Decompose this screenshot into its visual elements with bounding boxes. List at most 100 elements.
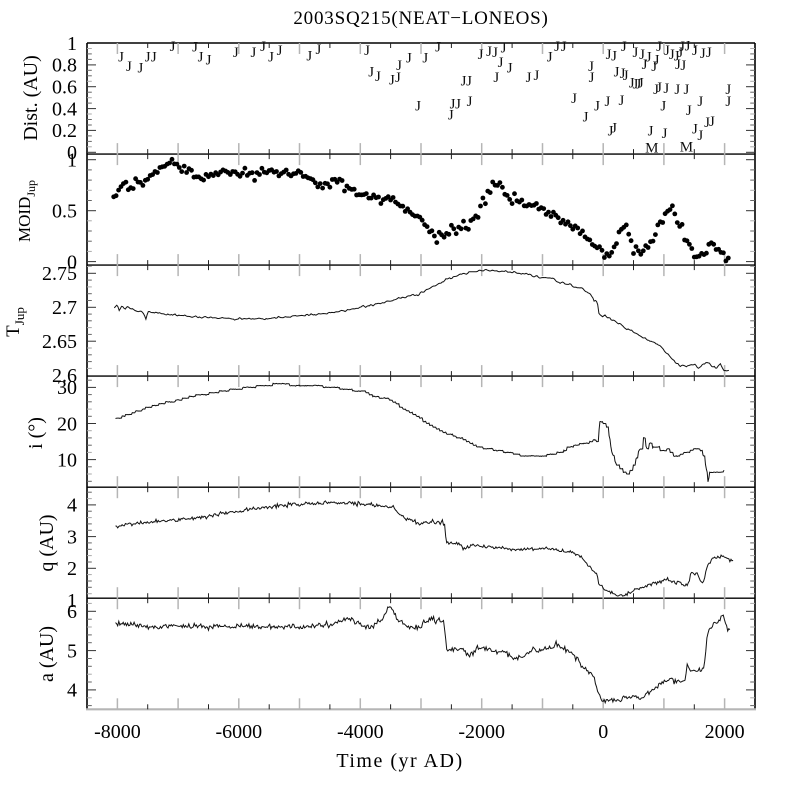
- svg-text:Dist. (AU): Dist. (AU): [20, 55, 42, 141]
- svg-text:J: J: [632, 45, 638, 61]
- svg-text:J: J: [137, 60, 143, 76]
- svg-text:J: J: [606, 47, 612, 63]
- svg-text:J: J: [686, 103, 692, 119]
- svg-text:a (AU): a (AU): [36, 626, 58, 682]
- svg-text:J: J: [680, 58, 686, 74]
- svg-text:J: J: [486, 44, 492, 60]
- svg-text:J: J: [533, 68, 539, 84]
- svg-text:J: J: [547, 49, 553, 65]
- svg-text:J: J: [233, 45, 239, 61]
- svg-text:J: J: [364, 43, 370, 59]
- svg-text:J: J: [674, 82, 680, 98]
- svg-text:J: J: [706, 45, 712, 61]
- svg-text:3: 3: [67, 526, 77, 548]
- svg-text:J: J: [192, 40, 198, 56]
- svg-text:J: J: [662, 126, 668, 142]
- svg-text:J: J: [604, 94, 610, 110]
- svg-text:J: J: [664, 43, 670, 59]
- svg-text:J: J: [448, 107, 454, 123]
- svg-text:J: J: [501, 41, 507, 57]
- svg-text:1: 1: [67, 33, 77, 55]
- svg-text:2000: 2000: [705, 721, 745, 743]
- svg-text:J: J: [611, 48, 617, 64]
- svg-text:2.75: 2.75: [42, 263, 77, 285]
- svg-text:0.6: 0.6: [52, 77, 77, 99]
- svg-text:J: J: [663, 81, 669, 97]
- svg-text:4: 4: [67, 680, 77, 702]
- svg-text:J: J: [683, 82, 689, 98]
- svg-text:J: J: [660, 99, 666, 115]
- svg-text:J: J: [118, 49, 124, 65]
- svg-text:J: J: [594, 99, 600, 115]
- svg-text:J: J: [260, 39, 266, 55]
- svg-text:J: J: [170, 39, 176, 55]
- svg-text:J: J: [498, 55, 504, 71]
- svg-text:2: 2: [67, 558, 77, 580]
- svg-text:2.6: 2.6: [52, 365, 77, 387]
- svg-text:10: 10: [57, 449, 77, 471]
- svg-text:J: J: [151, 49, 157, 65]
- svg-text:5: 5: [67, 640, 77, 662]
- svg-text:J: J: [126, 59, 132, 75]
- svg-text:J: J: [611, 121, 617, 137]
- svg-text:J: J: [651, 59, 657, 75]
- svg-text:J: J: [589, 70, 595, 86]
- svg-text:J: J: [656, 80, 662, 96]
- svg-text:J: J: [635, 77, 641, 93]
- svg-text:J: J: [198, 49, 204, 65]
- svg-text:30: 30: [57, 377, 77, 399]
- svg-text:J: J: [608, 124, 614, 140]
- svg-text:J: J: [692, 122, 698, 138]
- svg-text:Time (yr AD): Time (yr AD): [336, 750, 463, 772]
- svg-text:J: J: [656, 39, 662, 55]
- svg-text:J: J: [669, 47, 675, 63]
- svg-text:J: J: [620, 66, 626, 82]
- svg-text:-4000: -4000: [337, 721, 384, 743]
- svg-text:J: J: [642, 57, 648, 73]
- svg-text:J: J: [507, 60, 513, 76]
- svg-text:M: M: [680, 140, 693, 156]
- svg-text:-8000: -8000: [94, 721, 141, 743]
- svg-text:J: J: [704, 115, 710, 131]
- svg-text:J: J: [653, 82, 659, 98]
- svg-text:20: 20: [57, 413, 77, 435]
- svg-text:J: J: [588, 59, 594, 75]
- svg-text:J: J: [435, 40, 441, 56]
- svg-text:-2000: -2000: [458, 721, 505, 743]
- svg-text:1: 1: [67, 150, 77, 172]
- svg-text:J: J: [554, 39, 560, 55]
- svg-text:J: J: [685, 39, 691, 55]
- svg-text:J: J: [450, 96, 456, 112]
- svg-text:J: J: [250, 45, 256, 61]
- svg-text:J: J: [268, 49, 274, 65]
- svg-text:J: J: [415, 99, 421, 115]
- svg-text:J: J: [368, 65, 374, 81]
- svg-text:J: J: [395, 70, 401, 86]
- svg-text:4: 4: [67, 495, 77, 517]
- svg-text:J: J: [618, 93, 624, 109]
- svg-text:J: J: [675, 57, 681, 73]
- svg-text:J: J: [623, 68, 629, 84]
- svg-text:J: J: [561, 39, 567, 55]
- svg-text:J: J: [493, 70, 499, 86]
- svg-text:J: J: [648, 124, 654, 140]
- svg-text:J: J: [406, 51, 412, 67]
- svg-text:J: J: [638, 76, 644, 92]
- svg-text:0: 0: [67, 251, 77, 273]
- svg-text:6: 6: [67, 601, 77, 623]
- svg-text:J: J: [206, 53, 212, 69]
- svg-text:J: J: [389, 72, 395, 88]
- svg-text:J: J: [277, 43, 283, 59]
- svg-text:0.4: 0.4: [52, 98, 77, 120]
- svg-text:J: J: [492, 45, 498, 61]
- svg-text:J: J: [145, 49, 151, 65]
- svg-text:J: J: [422, 51, 428, 67]
- svg-text:J: J: [646, 49, 652, 65]
- svg-text:J: J: [467, 94, 473, 110]
- svg-text:J: J: [692, 43, 698, 59]
- svg-text:J: J: [709, 114, 715, 130]
- svg-text:2.7: 2.7: [52, 297, 77, 319]
- svg-text:J: J: [697, 128, 703, 144]
- svg-text:0: 0: [598, 721, 608, 743]
- svg-text:J: J: [639, 47, 645, 63]
